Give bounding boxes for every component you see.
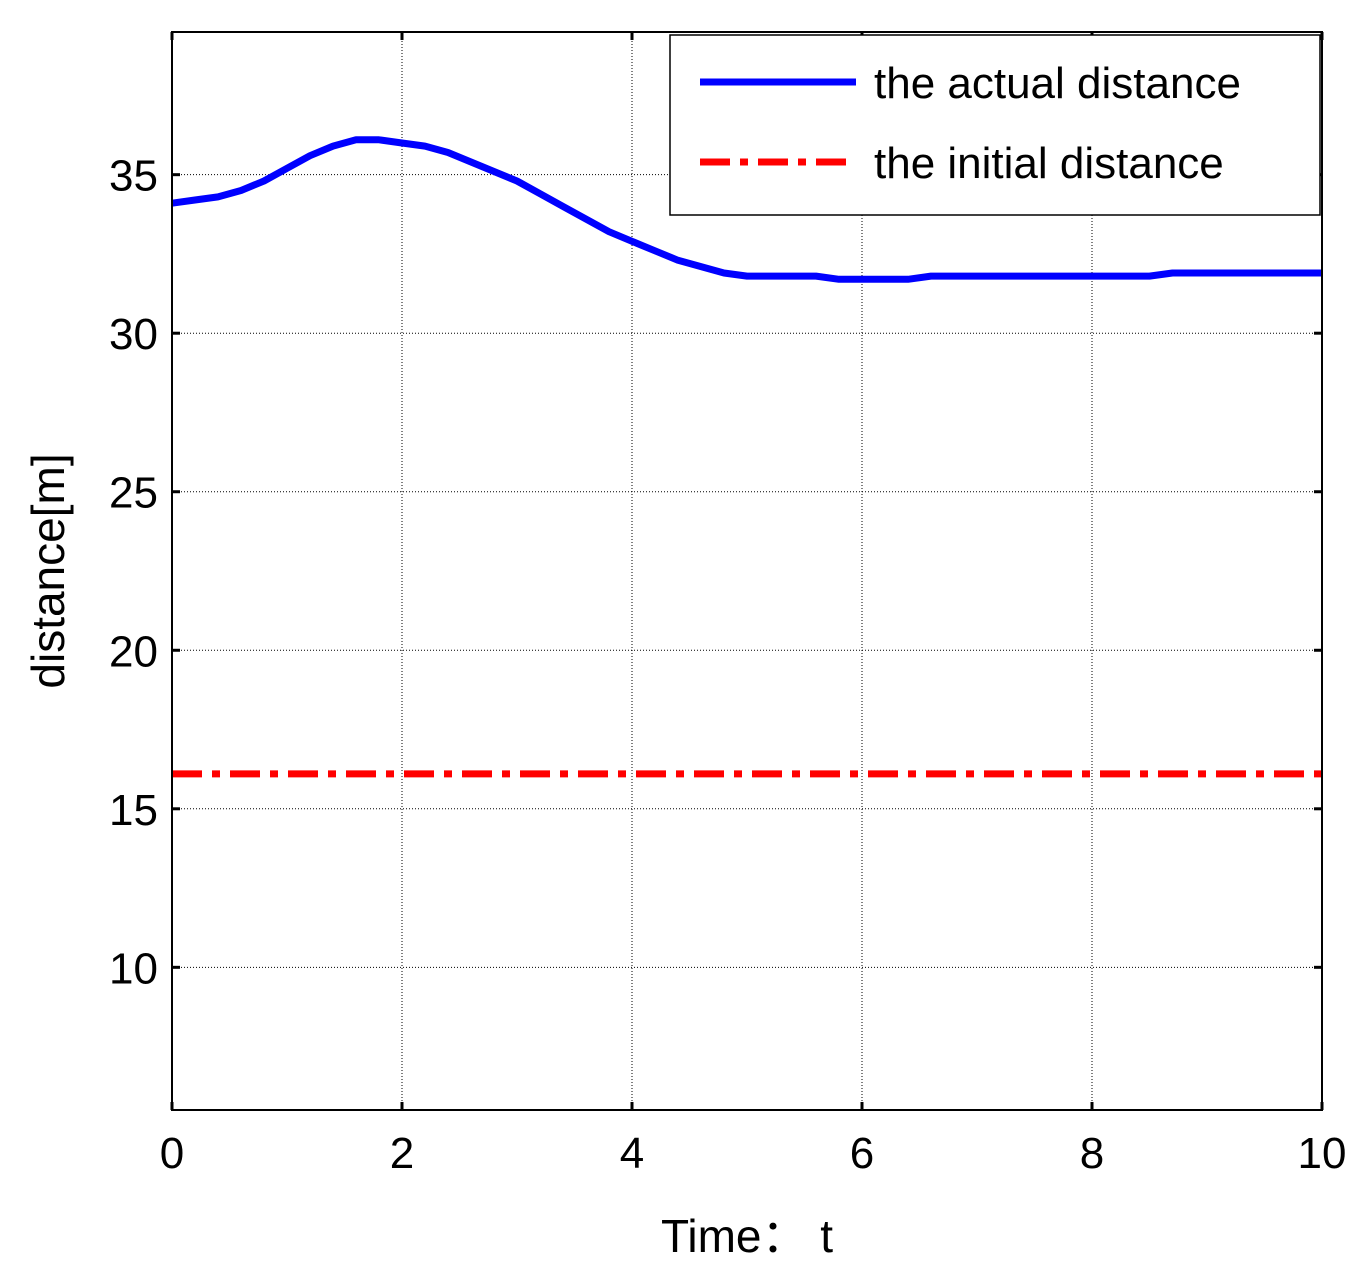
x-tick-label: 4	[620, 1129, 644, 1178]
x-tick-label: 6	[850, 1129, 874, 1178]
plot-frame	[171, 31, 1323, 1111]
x-tick-label: 2	[390, 1129, 414, 1178]
y-tick-label: 15	[109, 786, 158, 835]
y-tick-label: 30	[109, 310, 158, 359]
legend-label-actual-distance: the actual distance	[874, 59, 1241, 108]
series-line-actual-distance	[171, 136, 1322, 283]
legend-label-initial-distance: the initial distance	[874, 139, 1224, 188]
series-layer	[171, 136, 1322, 778]
y-tick-label: 20	[109, 627, 158, 676]
x-tick-label: 10	[1298, 1129, 1347, 1178]
y-axis-title: distance[m]	[22, 453, 74, 688]
legend-box	[669, 34, 1321, 216]
legend: the actual distance the initial distance	[669, 34, 1321, 216]
y-tick-label: 10	[109, 944, 158, 993]
x-tick-label: 0	[160, 1129, 184, 1178]
y-tick-label: 25	[109, 469, 158, 518]
ticks: 0 2 4 6 8 10 10 15 20 25 30 35	[109, 32, 1346, 1178]
x-tick-label: 8	[1080, 1129, 1104, 1178]
x-axis-title: Time： t	[661, 1210, 833, 1262]
y-tick-label: 35	[109, 152, 158, 201]
